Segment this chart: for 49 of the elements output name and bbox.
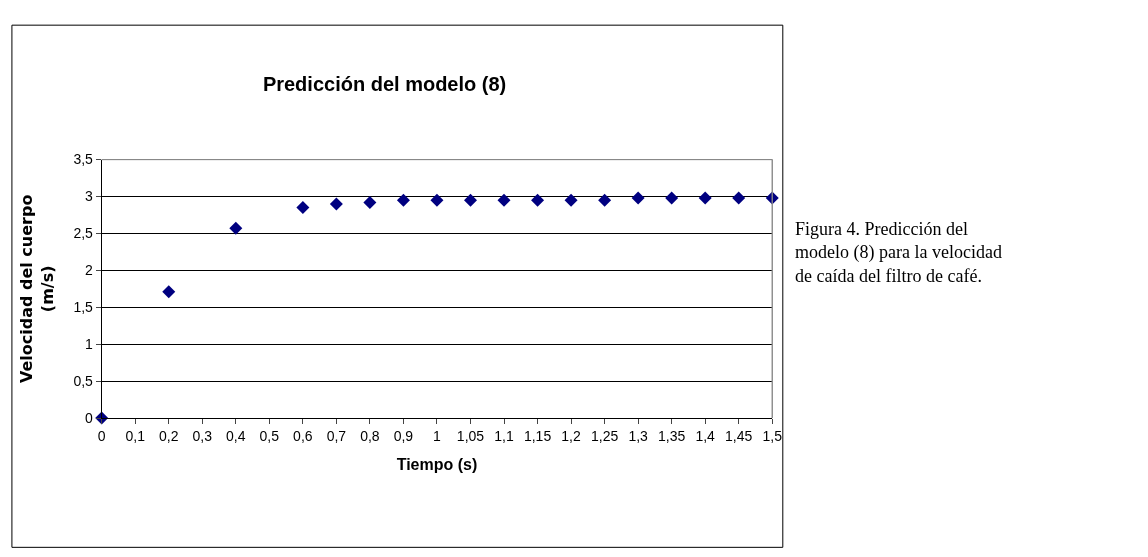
y-axis-title: Velocidad del cuerpo (m/s) — [17, 194, 58, 384]
point — [329, 197, 343, 211]
x-tick-label: 1,45 — [725, 427, 753, 444]
x-tick-label: 1,3 — [628, 427, 649, 444]
x-tick-label: 1,35 — [658, 427, 686, 444]
y-tick-label: 2 — [85, 262, 94, 279]
point — [396, 193, 410, 207]
point — [698, 191, 712, 205]
y-tick-label: 3,5 — [73, 151, 94, 168]
point — [363, 195, 377, 209]
chart-title: Predicción del modelo (8) — [262, 72, 507, 95]
x-tick-label: 0,1 — [125, 427, 146, 444]
x-tick-label: 0,6 — [293, 427, 313, 444]
point — [463, 193, 477, 207]
x-tick-label: 1,4 — [695, 427, 716, 444]
x-tick-label: 0 — [97, 427, 106, 444]
y-tick-label: 3 — [85, 188, 94, 205]
y-tick-label: 0 — [85, 409, 94, 426]
point — [665, 191, 679, 205]
x-tick-label: 1,05 — [456, 427, 485, 444]
x-tick-label: 0,3 — [192, 427, 213, 444]
x-tick-label: 0,7 — [326, 427, 347, 444]
y-tick-label: 1,5 — [73, 299, 94, 316]
x-tick-label: 1,25 — [590, 427, 619, 444]
x-tick-label: 1,5 — [762, 427, 783, 444]
x-tick-label: 0,8 — [360, 427, 380, 444]
x-tick-label: 1 — [433, 427, 442, 444]
y-tick-label: 0,5 — [73, 373, 94, 390]
point — [296, 201, 310, 215]
x-tick-label: 0,9 — [393, 427, 414, 444]
text: Figura 4. Predicción del modelo (8) para la velocidad de caída del filtro de café. — [795, 219, 1002, 286]
y-tick-label: 2,5 — [73, 225, 94, 242]
x-tick-label: 1,1 — [494, 427, 514, 444]
x-axis-title: Tiempo (s) — [396, 455, 478, 473]
point — [497, 193, 511, 207]
x-tick-label: 0,2 — [159, 427, 179, 444]
point — [430, 193, 444, 207]
x-tick-label: 0,4 — [226, 427, 246, 444]
point — [631, 191, 645, 205]
point — [564, 193, 578, 207]
point — [229, 221, 243, 235]
y-tick-label: 1 — [85, 336, 94, 353]
point — [531, 193, 545, 207]
x-tick-label: 1,15 — [523, 427, 552, 444]
x-tick-label: 0,5 — [259, 427, 280, 444]
point — [732, 191, 746, 205]
point — [598, 193, 612, 207]
point — [162, 285, 176, 299]
x-tick-label: 1,2 — [561, 427, 582, 444]
